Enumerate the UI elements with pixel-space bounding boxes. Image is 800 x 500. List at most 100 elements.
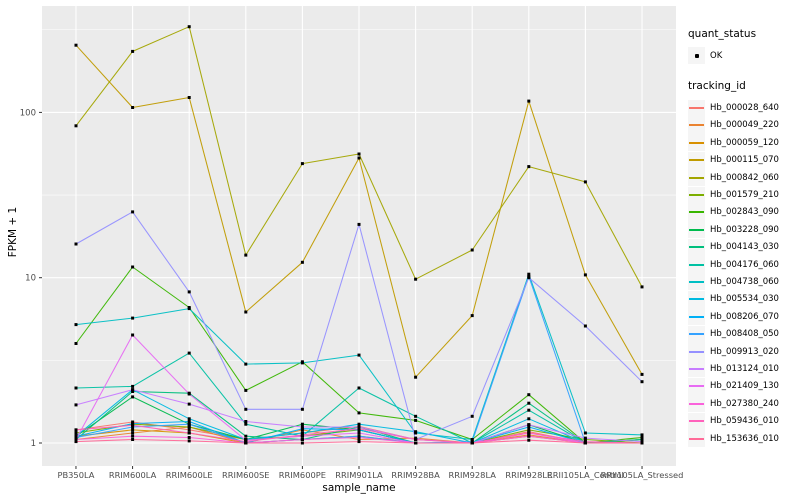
data-point	[583, 180, 587, 184]
data-point	[131, 395, 135, 399]
data-point	[187, 425, 191, 429]
legend-line-swatch	[689, 124, 704, 127]
data-point	[74, 342, 78, 345]
data-point	[187, 402, 191, 406]
data-point	[244, 388, 248, 392]
data-point	[357, 411, 361, 415]
data-point	[300, 361, 304, 365]
data-point	[131, 425, 135, 429]
data-point	[300, 431, 304, 435]
legend-item-Hb_009913_020: Hb_009913_020	[688, 343, 798, 361]
data-point	[527, 425, 531, 429]
legend-line-swatch	[689, 263, 704, 266]
legend-key-box	[688, 290, 705, 308]
data-point	[187, 431, 191, 435]
data-point	[244, 420, 248, 423]
data-point	[357, 427, 361, 431]
legend-item-label: Hb_008408_050	[710, 329, 779, 340]
axes: 1 10 100 PB350LA RRIM600LA RRIM600LE RRIM600SE…	[20, 108, 684, 480]
legend-key-box	[688, 377, 705, 395]
legend-line-swatch	[689, 333, 704, 336]
data-point	[131, 333, 135, 337]
data-point	[131, 384, 135, 388]
data-point	[583, 441, 587, 445]
legend-item-Hb_153636_010: Hb_153636_010	[688, 430, 798, 447]
legend-item-Hb_000842_060: Hb_000842_060	[688, 169, 798, 187]
legend-item-Hb_008408_050: Hb_008408_050	[688, 325, 798, 343]
legend-line-swatch	[689, 420, 704, 423]
data-point	[357, 152, 361, 156]
data-point	[300, 441, 304, 445]
data-point	[414, 430, 418, 434]
legend-item-Hb_004738_060: Hb_004738_060	[688, 273, 798, 291]
legend-key-box	[688, 412, 705, 430]
legend-item-Hb_000115_070: Hb_000115_070	[688, 151, 798, 169]
x-tick-label: RRIM928BA	[391, 470, 440, 480]
data-point	[131, 388, 135, 392]
data-point	[357, 438, 361, 441]
legend-item-Hb_003228_090: Hb_003228_090	[688, 221, 798, 239]
y-axis-title: FPKM + 1	[7, 206, 19, 258]
data-point	[187, 351, 191, 355]
data-point	[414, 438, 418, 441]
data-point	[131, 434, 135, 438]
x-tick-label: RRII105LA_Stressed	[601, 470, 684, 480]
legend-item-label: OK	[710, 50, 723, 61]
legend-line-swatch	[689, 350, 704, 353]
data-point	[414, 418, 418, 422]
data-point	[187, 96, 191, 99]
data-point	[187, 25, 191, 29]
data-point	[357, 422, 361, 426]
legend-key-box	[688, 343, 705, 361]
data-point	[74, 242, 78, 246]
legend-item-label: Hb_027380_240	[710, 398, 779, 409]
legend-line-swatch	[689, 402, 704, 405]
legend-item-label: Hb_000028_640	[710, 103, 779, 114]
x-tick-label: RRIM928LE	[505, 470, 552, 480]
data-point	[74, 386, 78, 390]
legend-key-box	[688, 325, 705, 343]
data-point	[527, 276, 531, 280]
legend-item-Hb_001579_210: Hb_001579_210	[688, 186, 798, 204]
legend-item-label: Hb_000049_220	[710, 120, 779, 131]
data-point	[187, 428, 191, 432]
data-point	[357, 156, 361, 160]
data-point	[300, 422, 304, 426]
legend-key-box	[688, 203, 705, 221]
data-point	[357, 436, 361, 439]
legend-line-swatch	[689, 315, 704, 318]
data-point	[527, 408, 531, 412]
data-point	[244, 310, 248, 314]
x-tick-label: RRIM928LA	[448, 470, 496, 480]
data-point	[300, 425, 304, 429]
legend-item-label: Hb_059436_010	[710, 416, 779, 427]
data-point	[187, 417, 191, 421]
data-point	[131, 106, 135, 109]
legend-item-Hb_027380_240: Hb_027380_240	[688, 395, 798, 413]
data-point	[357, 386, 361, 390]
data-point	[640, 438, 644, 441]
data-point	[527, 423, 531, 427]
data-point	[74, 436, 78, 439]
data-point	[300, 407, 304, 411]
data-point	[74, 440, 78, 444]
legend-tracking-id-items: Hb_000028_640 Hb_000049_220 Hb_000059_120 H…	[688, 99, 798, 447]
data-point	[131, 423, 135, 427]
legend-item-label: Hb_013124_010	[710, 363, 779, 374]
legend-key-box	[688, 360, 705, 378]
legend-line-swatch	[689, 298, 704, 301]
legend-key-box	[688, 169, 705, 187]
legend-item-label: Hb_003228_090	[710, 224, 779, 235]
data-point	[470, 414, 474, 418]
legend-item-label: Hb_005534_030	[710, 294, 779, 305]
legend-key-box	[688, 134, 705, 152]
legend-line-swatch	[689, 246, 704, 249]
legend-title-tracking-id: tracking_id	[688, 80, 746, 93]
data-point	[414, 277, 418, 281]
legend-item-label: Hb_000842_060	[710, 172, 779, 183]
data-point	[527, 434, 531, 438]
legend-item-Hb_002843_090: Hb_002843_090	[688, 203, 798, 221]
x-tick-label: RRIM600SE	[222, 470, 269, 480]
